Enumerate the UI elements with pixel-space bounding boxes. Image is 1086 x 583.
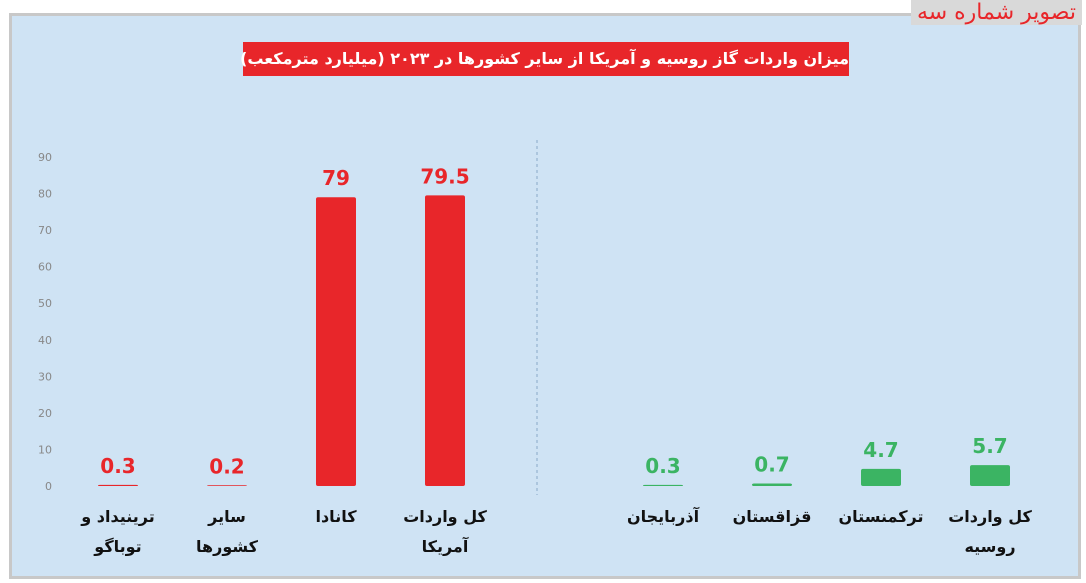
y-tick-label: 70 <box>38 224 52 237</box>
value-label: 79 <box>322 166 350 190</box>
bar <box>207 485 247 486</box>
y-tick-label: 80 <box>38 188 52 201</box>
y-tick-label: 50 <box>38 297 52 310</box>
bar <box>425 195 465 486</box>
y-tick-label: 20 <box>38 407 52 420</box>
value-label: 0.3 <box>100 454 135 478</box>
y-tick-label: 0 <box>45 480 52 493</box>
value-label: 0.7 <box>754 452 789 476</box>
chart-title: میزان واردات گاز روسیه و آمریکا از سایر … <box>240 42 849 76</box>
x-tick-label: سایر کشورها <box>196 507 258 556</box>
chart-frame <box>9 13 1081 579</box>
x-tick-label: آذربایجان <box>626 507 700 526</box>
y-tick-label: 40 <box>38 334 52 347</box>
badge: تصویر شماره سه <box>910 0 1082 25</box>
y-tick-label: 90 <box>38 151 52 164</box>
x-tick-label: کانادا <box>315 507 357 526</box>
bar <box>316 197 356 486</box>
value-label: 0.2 <box>209 454 244 478</box>
value-label: 4.7 <box>863 438 898 462</box>
bar <box>970 465 1010 486</box>
x-tick-label: قزاقستان <box>732 507 812 526</box>
bar <box>861 468 901 486</box>
y-tick-label: 60 <box>38 261 52 274</box>
value-label: 0.3 <box>645 454 680 478</box>
value-label: 5.7 <box>972 434 1007 458</box>
y-tick-label: 10 <box>38 443 52 456</box>
x-tick-label: ترینیداد و توباگو <box>81 507 155 556</box>
bar <box>752 483 792 486</box>
value-label: 79.5 <box>420 164 469 188</box>
x-tick-label: کل واردات روسیه <box>948 507 1032 556</box>
x-tick-label: کل واردات آمریکا <box>403 507 487 556</box>
bar <box>98 484 138 486</box>
bar <box>643 484 683 486</box>
x-tick-label: ترکمنستان <box>838 507 924 526</box>
y-tick-label: 30 <box>38 370 52 383</box>
